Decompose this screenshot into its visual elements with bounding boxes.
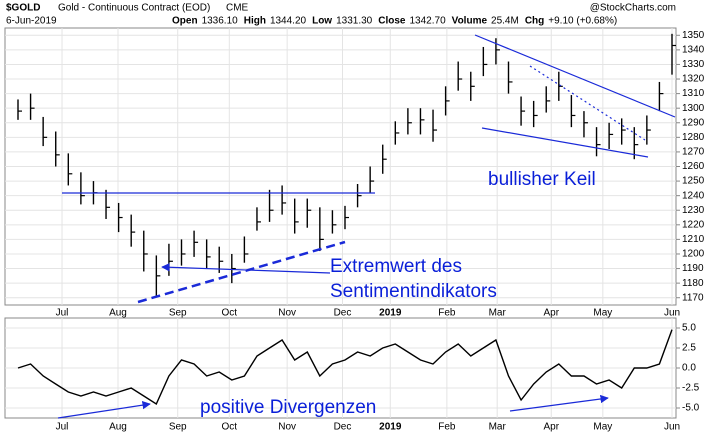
wedge-upper [474,34,676,118]
header: $GOLD Gold - Continuous Contract (EOD) CME… [6,3,676,27]
x-tick-label: Oct [222,308,238,319]
x-tick-label: May [593,422,612,433]
quote-label: Chg [525,16,544,27]
quote-value: 1344.20 [270,16,307,27]
y-tick-label: 1170 [682,292,704,303]
x-tick-label: Oct [222,422,238,433]
date: 6-Jun-2019 [6,16,57,27]
x-tick-label: Feb [438,308,456,319]
y-tick-label: 1310 [682,88,705,99]
y-tick-label: 1190 [682,263,704,274]
x-tick-label: Nov [278,308,296,319]
annotation: Sentimentindikators [330,281,497,302]
annotation: bullisher Keil [488,169,596,190]
y-tick-label: 2.5 [682,343,696,354]
x-tick-label: 2019 [379,422,402,433]
y-tick-label: 1300 [682,103,705,114]
quote-value: 25.4M [491,16,519,27]
y-tick-label: 1290 [682,117,705,128]
y-tick-label: 0.0 [682,363,696,374]
y-tick-label: 1340 [682,45,705,56]
x-tick-label: Mar [489,308,507,319]
y-tick-label: 1320 [682,74,705,85]
x-tick-label: May [593,308,612,319]
name: Gold - Continuous Contract (EOD) [58,3,210,14]
exchange: CME [226,3,249,14]
annotation: Extremwert des [330,256,462,277]
x-tick-label: Jul [56,308,69,319]
y-tick-label: 1180 [682,278,704,289]
annotation: positive Divergenzen [200,397,376,418]
x-tick-label: Jun [664,422,680,433]
quote-value: 1342.70 [409,16,446,27]
y-tick-label: 1280 [682,132,705,143]
x-tick-label: Jun [664,308,680,319]
y-tick-label: -2.5 [682,383,700,394]
x-tick-label: Dec [334,308,352,319]
x-tick-label: Aug [109,308,127,319]
x-tick-label: Dec [334,422,352,433]
dashed-trend [137,240,346,304]
quote-label: Close [378,16,406,27]
quote-label: Open [172,16,198,27]
quote-label: Volume [452,16,488,27]
arrow [161,263,331,274]
y-tick-label: 1210 [682,234,705,245]
y-tick-label: 1250 [682,176,705,187]
plot-layer: 1170 1180 1190 1200 1210 1220 1230 1240 1250 1260… [5,28,705,433]
arrow [57,400,151,419]
x-tick-label: Sep [169,308,187,319]
x-tick-label: Apr [543,422,559,433]
x-tick-label: Sep [169,422,187,433]
y-tick-label: 1230 [682,205,705,216]
quote-value: 1336.10 [202,16,239,27]
symbol: $GOLD [6,3,40,14]
quote-label: High [244,16,266,27]
arrow [509,394,609,412]
y-tick-label: 1200 [682,249,705,260]
trend-lines [57,34,676,419]
quote-label: Low [312,16,332,27]
quote-value: +9.10 (+0.68%) [548,16,617,27]
y-tick-label: 1220 [682,219,705,230]
x-tick-label: Feb [438,422,456,433]
y-tick-label: 1350 [682,30,705,41]
source: @StockCharts.com [590,3,676,14]
y-tick-label: 1270 [682,147,705,158]
y-tick-label: 1260 [682,161,705,172]
x-tick-label: Nov [278,422,296,433]
quote-value: 1331.30 [336,16,373,27]
y-tick-label: -5.0 [682,403,700,414]
x-tick-label: 2019 [379,308,402,319]
y-tick-label: 1240 [682,190,705,201]
x-tick-label: Mar [489,422,507,433]
y-tick-label: 5.0 [682,323,696,334]
x-tick-label: Jul [56,422,69,433]
x-tick-label: Apr [543,308,559,319]
wedge-lower [481,127,649,158]
x-tick-label: Aug [109,422,127,433]
indicator-line [17,329,673,406]
y-tick-label: 1330 [682,59,705,70]
